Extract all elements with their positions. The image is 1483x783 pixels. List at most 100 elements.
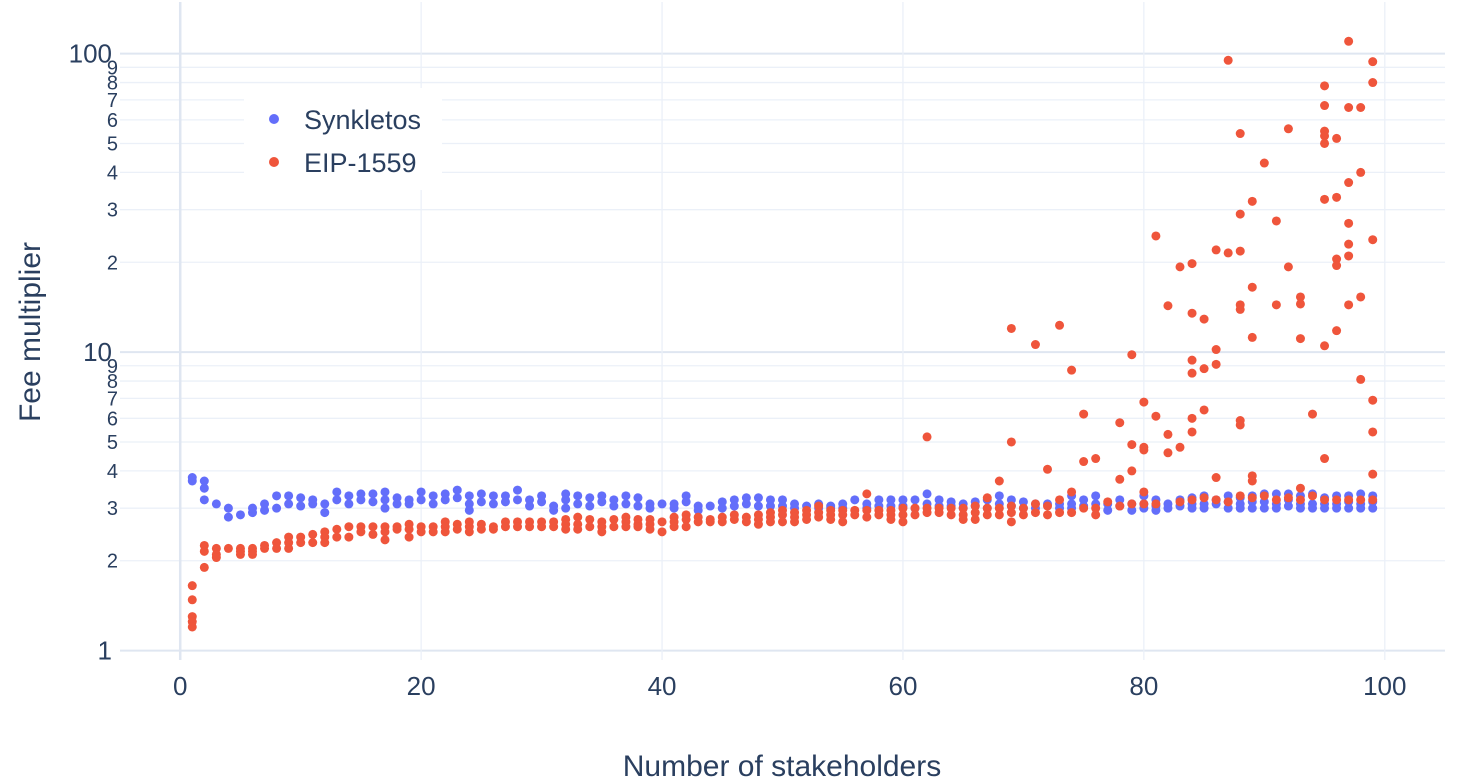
data-point — [1067, 487, 1077, 497]
data-point — [392, 524, 402, 534]
data-point — [1091, 503, 1101, 513]
data-point — [838, 510, 848, 520]
data-point — [1187, 427, 1197, 437]
data-point — [1235, 503, 1245, 513]
y-tick-label: 6 — [107, 408, 118, 430]
data-point — [1067, 508, 1077, 518]
data-point — [1295, 299, 1305, 309]
data-point — [1199, 493, 1209, 503]
data-point — [380, 487, 390, 497]
data-point — [223, 503, 233, 513]
data-point — [561, 495, 571, 505]
data-point — [1211, 345, 1221, 355]
y-tick-label: 8 — [107, 73, 118, 95]
data-point — [320, 499, 330, 509]
data-point — [525, 501, 535, 511]
data-point — [368, 529, 378, 539]
data-point — [1295, 503, 1305, 513]
y-tick-label: 3 — [107, 200, 118, 222]
data-point — [717, 497, 727, 507]
data-point — [657, 517, 667, 527]
y-tick-label: 7 — [107, 388, 118, 410]
data-point — [1127, 440, 1137, 450]
data-point — [211, 553, 221, 563]
data-point — [488, 499, 498, 509]
data-point — [778, 510, 787, 520]
data-point — [1344, 239, 1354, 249]
data-point — [1055, 495, 1065, 505]
data-point — [1344, 178, 1354, 188]
data-point — [970, 501, 980, 511]
data-point — [1151, 231, 1161, 241]
data-point — [1079, 495, 1089, 505]
data-point — [862, 505, 872, 515]
data-point — [741, 499, 751, 509]
data-point — [1332, 495, 1342, 505]
data-point — [488, 524, 498, 534]
data-point — [1356, 495, 1366, 505]
data-point — [1259, 158, 1269, 168]
data-point — [1332, 503, 1342, 513]
data-point — [886, 514, 896, 524]
data-point — [1247, 493, 1257, 503]
x-tick-label: 100 — [1363, 671, 1406, 701]
data-point — [1018, 510, 1028, 520]
data-point — [380, 495, 390, 505]
data-point — [874, 510, 884, 520]
data-points — [187, 36, 1378, 632]
data-point — [1151, 411, 1161, 421]
data-point — [645, 524, 655, 534]
data-point — [814, 512, 824, 522]
data-point — [850, 495, 860, 505]
y-axis-title: Fee multiplier — [14, 242, 47, 422]
data-point — [1079, 409, 1089, 419]
data-point — [187, 595, 197, 605]
data-point — [1223, 503, 1233, 513]
data-point — [1320, 194, 1330, 204]
data-point — [320, 538, 330, 548]
data-point — [862, 512, 872, 522]
data-point — [476, 524, 486, 534]
y-tick-label: 7 — [107, 90, 118, 112]
data-point — [248, 549, 257, 559]
y-tick-label: 3 — [107, 498, 118, 520]
data-point — [1283, 493, 1293, 503]
data-point — [187, 622, 197, 632]
data-point — [970, 508, 980, 518]
data-point — [513, 485, 522, 495]
data-point — [994, 503, 1004, 513]
data-point — [537, 497, 547, 507]
data-point — [248, 503, 257, 513]
data-point — [1320, 341, 1330, 351]
data-point — [1187, 413, 1197, 423]
data-point — [416, 527, 426, 537]
data-point — [187, 476, 197, 486]
data-point — [187, 581, 197, 591]
data-point — [1271, 300, 1281, 310]
data-point — [946, 503, 956, 513]
data-point — [573, 499, 583, 509]
data-point — [826, 514, 836, 524]
data-point — [464, 499, 474, 509]
legend-marker-eip-1559 — [269, 157, 279, 167]
x-tick-label: 0 — [173, 671, 187, 701]
data-point — [260, 499, 270, 509]
data-point — [1320, 503, 1330, 513]
data-point — [934, 495, 944, 505]
data-point — [1103, 505, 1113, 515]
data-point — [597, 497, 607, 507]
data-point — [561, 503, 571, 513]
data-point — [886, 495, 896, 505]
data-point — [1320, 138, 1330, 148]
data-point — [1199, 314, 1209, 324]
data-point — [428, 499, 438, 509]
data-point — [1332, 133, 1342, 143]
data-point — [609, 495, 619, 505]
data-point — [874, 495, 884, 505]
data-point — [1320, 495, 1330, 505]
data-point — [753, 493, 763, 503]
data-point — [332, 532, 342, 542]
y-tick-label: 9 — [107, 356, 118, 378]
data-point — [705, 501, 715, 511]
data-point — [862, 489, 872, 499]
